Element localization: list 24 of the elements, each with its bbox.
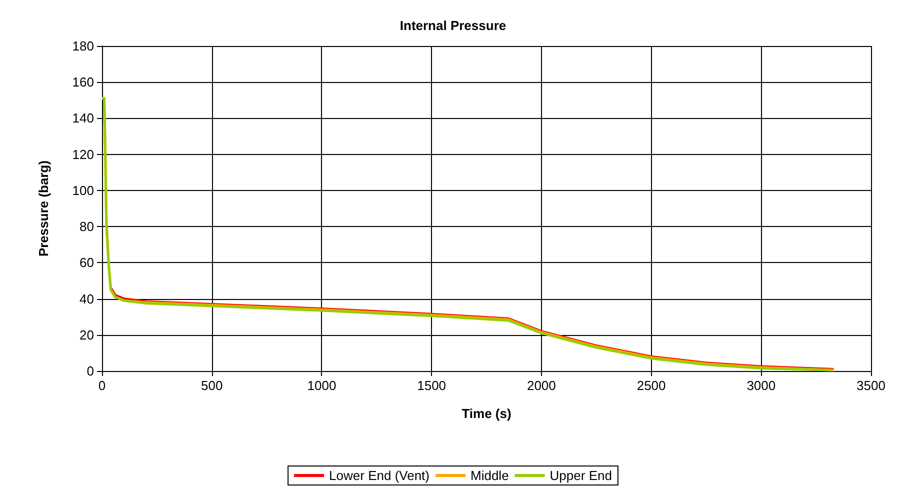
x-tick-label: 0 <box>98 378 106 393</box>
x-tick-label: 500 <box>201 378 223 393</box>
legend-label: Middle <box>470 468 509 483</box>
x-tick-label: 2500 <box>636 378 666 393</box>
chart-title: Internal Pressure <box>400 18 506 33</box>
y-tick-label: 180 <box>72 38 94 54</box>
x-tick-label: 3000 <box>746 378 776 393</box>
legend-label: Upper End <box>550 468 612 483</box>
y-tick-label: 140 <box>72 110 94 126</box>
x-axis-title: Time (s) <box>462 406 512 421</box>
y-tick-label: 40 <box>80 291 94 306</box>
x-tick-label: 1000 <box>307 378 336 393</box>
y-tick-label: 120 <box>72 146 94 162</box>
y-tick-label: 20 <box>80 327 94 342</box>
x-tick-label: 3500 <box>856 378 886 393</box>
y-axis-title: Pressure (barg) <box>36 160 51 257</box>
y-tick-label: 0 <box>86 364 94 378</box>
y-tick-label: 60 <box>80 255 94 270</box>
y-tick-label: 100 <box>72 182 94 198</box>
x-tick-label: 1500 <box>417 378 446 393</box>
legend-label: Lower End (Vent) <box>329 468 430 483</box>
y-tick-label: 80 <box>80 219 94 234</box>
x-tick-label: 2000 <box>526 378 556 393</box>
y-tick-label: 160 <box>72 74 94 90</box>
